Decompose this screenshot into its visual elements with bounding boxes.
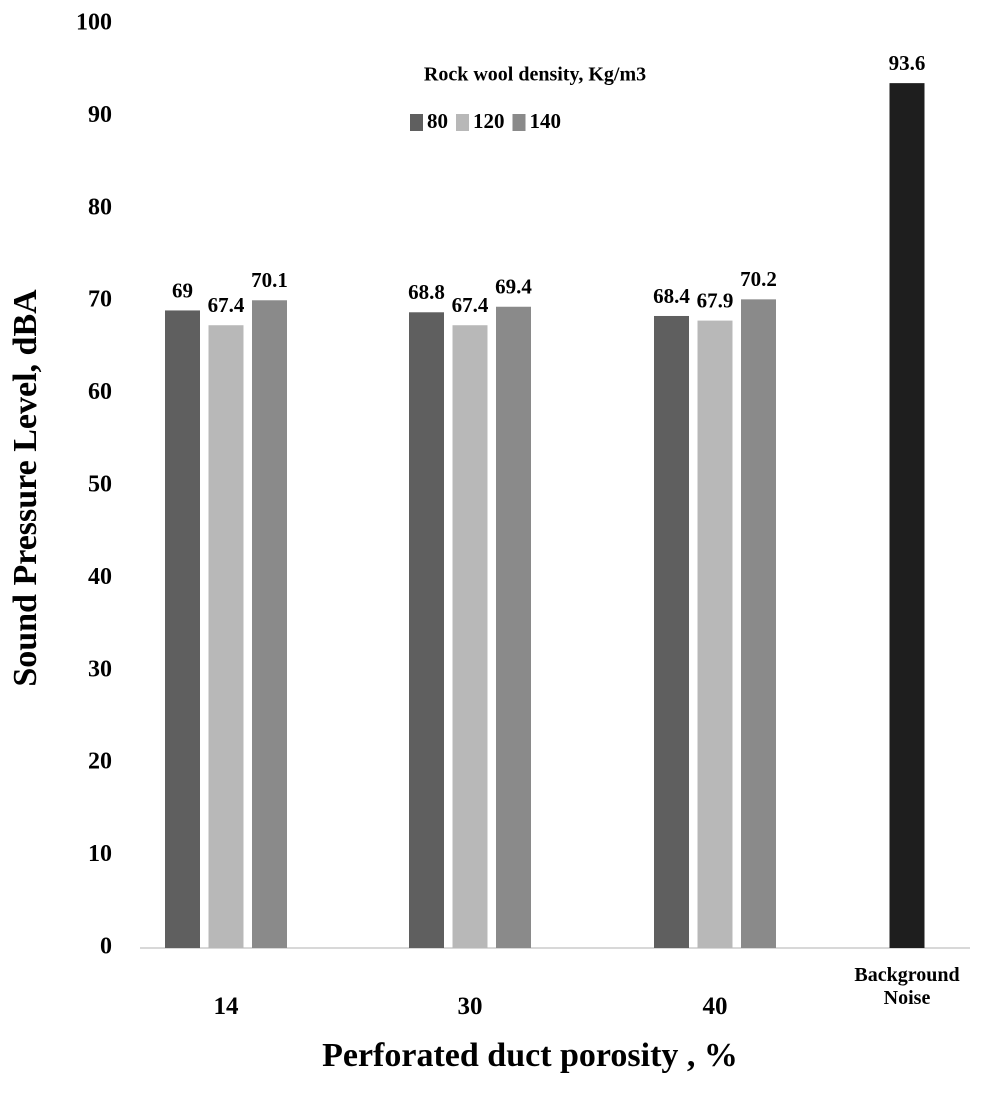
- bar: [452, 325, 488, 948]
- y-tick-label: 20: [88, 749, 112, 775]
- y-tick-label: 40: [88, 564, 112, 590]
- legend-title: Rock wool density, Kg/m3: [424, 64, 646, 86]
- legend-label: 140: [530, 109, 562, 133]
- legend-label: 80: [427, 109, 448, 133]
- value-label: 93.6: [889, 51, 926, 75]
- legend-swatch: [512, 114, 526, 131]
- x-axis-title: Perforated duct porosity , %: [322, 1037, 738, 1074]
- value-label: 69.4: [495, 275, 532, 299]
- value-label: 68.4: [653, 284, 690, 308]
- value-label: 70.2: [740, 267, 777, 291]
- bar: [496, 306, 531, 948]
- value-label: 67.9: [697, 288, 734, 312]
- bar: [697, 320, 733, 948]
- bar: [741, 299, 776, 948]
- bar: [165, 310, 200, 948]
- y-tick-label: 60: [88, 379, 112, 405]
- value-label: 70.1: [251, 268, 288, 292]
- y-tick-label: 30: [88, 656, 112, 682]
- x-tick-label: 14: [213, 993, 239, 1020]
- y-tick-label: 90: [88, 102, 112, 128]
- y-tick-label: 10: [88, 841, 112, 867]
- bar: [252, 300, 287, 948]
- y-tick-label: 50: [88, 472, 112, 498]
- x-tick-label: 40: [702, 993, 728, 1020]
- bar: [654, 315, 689, 948]
- y-tick-label: 70: [88, 287, 112, 313]
- y-tick-label: 80: [88, 194, 112, 220]
- x-tick-label: 30: [457, 993, 483, 1020]
- x-tick-label: Background Noise: [854, 964, 960, 1009]
- bar: [889, 83, 925, 949]
- value-label: 68.8: [408, 280, 445, 304]
- y-tick-label: 0: [100, 934, 112, 960]
- y-tick-label: 100: [76, 10, 112, 36]
- legend-swatch: [410, 114, 423, 131]
- value-label: 67.4: [208, 293, 245, 317]
- value-label: 67.4: [452, 293, 489, 317]
- value-label: 69: [172, 278, 193, 302]
- legend-label: 120: [473, 109, 505, 133]
- bar: [208, 325, 244, 948]
- y-axis-title: Sound Pressure Level, dBA: [7, 289, 44, 687]
- bar: [409, 312, 444, 949]
- legend-swatch: [456, 114, 469, 131]
